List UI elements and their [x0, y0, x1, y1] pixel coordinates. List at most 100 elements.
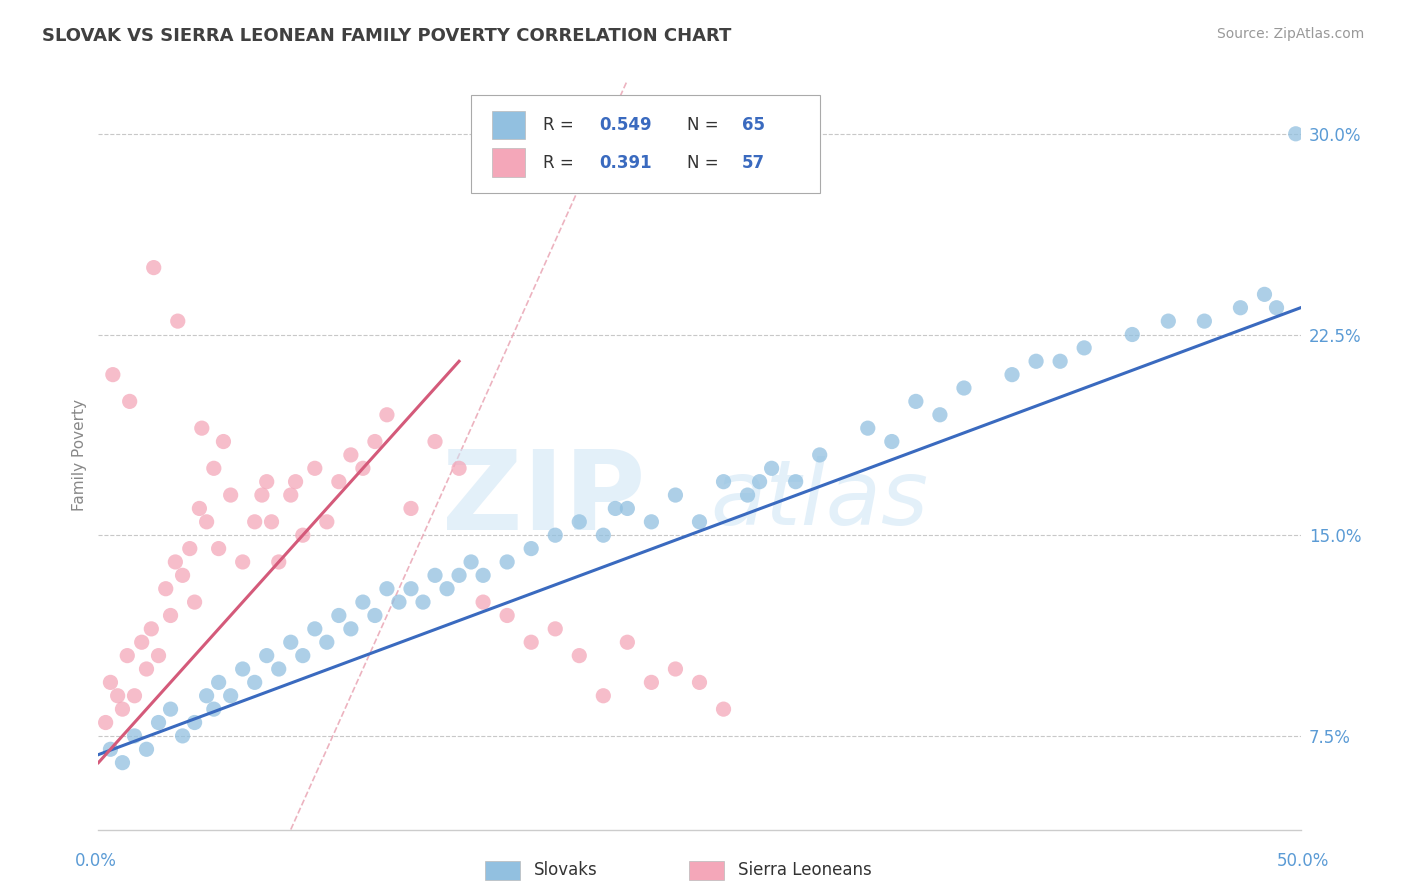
Point	[737, 488, 759, 502]
Text: atlas: atlas	[710, 456, 929, 544]
Point	[352, 595, 374, 609]
Point	[688, 675, 710, 690]
Point	[131, 635, 153, 649]
Point	[1229, 301, 1251, 315]
Text: N =: N =	[688, 153, 724, 171]
Text: 57: 57	[741, 153, 765, 171]
Point	[148, 715, 170, 730]
Text: Sierra Leoneans: Sierra Leoneans	[738, 861, 872, 879]
Point	[460, 555, 482, 569]
Point	[141, 622, 163, 636]
Point	[375, 582, 398, 596]
Point	[352, 461, 374, 475]
Point	[101, 368, 124, 382]
Point	[159, 702, 181, 716]
Point	[135, 662, 157, 676]
Point	[1073, 341, 1095, 355]
Point	[100, 675, 122, 690]
Text: N =: N =	[688, 116, 724, 134]
Point	[520, 635, 543, 649]
Point	[340, 622, 363, 636]
Text: R =: R =	[543, 153, 579, 171]
Point	[280, 488, 302, 502]
Point	[544, 528, 567, 542]
Point	[592, 528, 614, 542]
Point	[713, 475, 735, 489]
Point	[1001, 368, 1024, 382]
Point	[124, 689, 146, 703]
Point	[111, 702, 134, 716]
Point	[155, 582, 177, 596]
Point	[232, 555, 254, 569]
Text: 0.549: 0.549	[600, 116, 652, 134]
Point	[953, 381, 976, 395]
Point	[179, 541, 201, 556]
Point	[328, 608, 350, 623]
Point	[664, 662, 686, 676]
Text: 0.391: 0.391	[600, 153, 652, 171]
Point	[785, 475, 807, 489]
Point	[605, 501, 627, 516]
Point	[118, 394, 141, 409]
Point	[856, 421, 879, 435]
Point	[208, 541, 231, 556]
Point	[232, 662, 254, 676]
Point	[219, 689, 242, 703]
Point	[188, 501, 211, 516]
Point	[212, 434, 235, 449]
FancyBboxPatch shape	[492, 148, 526, 177]
Point	[148, 648, 170, 663]
Point	[568, 648, 591, 663]
Point	[304, 461, 326, 475]
Point	[315, 515, 337, 529]
Text: Source: ZipAtlas.com: Source: ZipAtlas.com	[1216, 27, 1364, 41]
Point	[124, 729, 146, 743]
Point	[1121, 327, 1143, 342]
Point	[1049, 354, 1071, 368]
Point	[291, 648, 314, 663]
Point	[315, 635, 337, 649]
Text: Slovaks: Slovaks	[534, 861, 598, 879]
Text: 65: 65	[741, 116, 765, 134]
Point	[256, 648, 278, 663]
Point	[165, 555, 187, 569]
Point	[364, 434, 387, 449]
Point	[928, 408, 950, 422]
Point	[496, 555, 519, 569]
Point	[520, 541, 543, 556]
Text: SLOVAK VS SIERRA LEONEAN FAMILY POVERTY CORRELATION CHART: SLOVAK VS SIERRA LEONEAN FAMILY POVERTY …	[42, 27, 731, 45]
Point	[267, 662, 290, 676]
Point	[172, 729, 194, 743]
Point	[208, 675, 231, 690]
Point	[191, 421, 214, 435]
Point	[304, 622, 326, 636]
Point	[423, 434, 446, 449]
Point	[388, 595, 411, 609]
Point	[135, 742, 157, 756]
Point	[284, 475, 307, 489]
Point	[904, 394, 927, 409]
Text: R =: R =	[543, 116, 579, 134]
Point	[688, 515, 710, 529]
Point	[159, 608, 181, 623]
Point	[1025, 354, 1047, 368]
Point	[260, 515, 283, 529]
Text: 50.0%: 50.0%	[1277, 852, 1330, 870]
Point	[172, 568, 194, 582]
Point	[183, 715, 205, 730]
Point	[291, 528, 314, 542]
Point	[761, 461, 783, 475]
Point	[640, 675, 662, 690]
Point	[364, 608, 387, 623]
Point	[280, 635, 302, 649]
Point	[447, 568, 470, 582]
Point	[243, 675, 266, 690]
Text: 0.0%: 0.0%	[75, 852, 117, 870]
Point	[375, 408, 398, 422]
Point	[100, 742, 122, 756]
Point	[1157, 314, 1180, 328]
Point	[202, 702, 225, 716]
Point	[243, 515, 266, 529]
Point	[1194, 314, 1216, 328]
Point	[472, 595, 495, 609]
